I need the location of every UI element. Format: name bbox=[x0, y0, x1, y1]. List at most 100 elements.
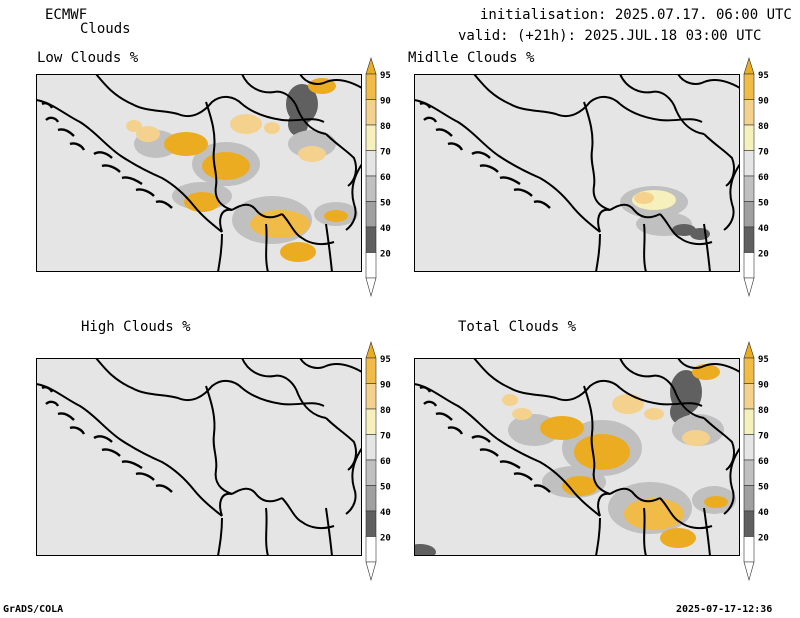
island-outline bbox=[135, 188, 155, 197]
colorbar-label: 60 bbox=[758, 173, 769, 183]
colorbar-label: 60 bbox=[380, 457, 391, 467]
border-line bbox=[643, 507, 647, 556]
island-outline bbox=[41, 386, 54, 393]
colorbar-segment bbox=[365, 510, 377, 537]
island-outline bbox=[471, 151, 491, 159]
colorbar-segment bbox=[743, 99, 755, 126]
border-line bbox=[193, 489, 223, 517]
cloud-region bbox=[324, 210, 348, 222]
colorbar-segment bbox=[743, 510, 755, 537]
island-outline bbox=[69, 142, 86, 151]
island-outline bbox=[121, 176, 143, 186]
border-line bbox=[595, 233, 601, 272]
colorbar-label: 50 bbox=[380, 199, 391, 209]
border-line bbox=[95, 74, 243, 118]
colorbar-arrow-top bbox=[365, 340, 377, 359]
border-line bbox=[597, 208, 611, 233]
colorbar-label: 60 bbox=[758, 457, 769, 467]
colorbar-label: 70 bbox=[758, 432, 769, 442]
border-line bbox=[583, 101, 611, 211]
island-outline bbox=[135, 472, 155, 481]
cloud-region bbox=[562, 476, 598, 496]
border-line bbox=[414, 383, 573, 491]
border-line bbox=[219, 492, 233, 517]
border-line bbox=[583, 385, 611, 495]
island-outline bbox=[513, 472, 533, 481]
cloud-region bbox=[264, 122, 280, 134]
map-background bbox=[414, 74, 740, 272]
colorbar-segment bbox=[365, 536, 377, 563]
colorbar-label: 20 bbox=[758, 250, 769, 260]
colorbar-segment bbox=[365, 150, 377, 177]
island-outline bbox=[513, 188, 533, 197]
border-line bbox=[703, 507, 711, 556]
panel-title-high: High Clouds % bbox=[81, 319, 191, 335]
colorbar-segment bbox=[365, 357, 377, 384]
border-line bbox=[217, 233, 223, 272]
footer-timestamp: 2025-07-17-12:36 bbox=[676, 604, 773, 615]
colorbar-label: 40 bbox=[758, 224, 769, 234]
cloud-region bbox=[136, 126, 160, 142]
border-line bbox=[619, 74, 705, 135]
colorbar-arrow-top bbox=[743, 340, 755, 359]
colorbar-arrow-bottom bbox=[743, 561, 755, 582]
island-outline bbox=[471, 435, 491, 443]
colorbar-segment bbox=[743, 434, 755, 461]
border-line bbox=[325, 223, 333, 272]
colorbar-segment bbox=[365, 485, 377, 512]
island-outline bbox=[499, 460, 521, 470]
colorbar-label: 70 bbox=[758, 148, 769, 158]
colorbar-segment bbox=[743, 485, 755, 512]
border-line bbox=[217, 517, 223, 556]
cloud-region bbox=[164, 132, 208, 156]
colorbar-label: 50 bbox=[758, 483, 769, 493]
island-outline bbox=[533, 200, 551, 209]
footer-software: GrADS/COLA bbox=[3, 604, 64, 615]
island-outline bbox=[435, 412, 453, 421]
panel-title-total: Total Clouds % bbox=[458, 319, 577, 335]
border-line bbox=[619, 358, 705, 419]
map-frame bbox=[414, 74, 740, 272]
border-line bbox=[619, 387, 703, 407]
border-line bbox=[414, 99, 573, 207]
border-line bbox=[193, 205, 223, 233]
initialisation-time: initialisation: 2025.07.17. 06:00 UTC bbox=[480, 7, 792, 23]
map-background bbox=[36, 358, 362, 556]
border-line bbox=[299, 74, 362, 89]
border-line bbox=[205, 101, 233, 211]
country-borders bbox=[36, 358, 362, 556]
border-line bbox=[609, 487, 661, 503]
border-line bbox=[571, 205, 601, 233]
border-line bbox=[619, 103, 703, 123]
country-borders bbox=[414, 358, 740, 556]
cloud-region bbox=[280, 242, 316, 262]
colorbar-arrow-top bbox=[743, 56, 755, 75]
island-outline bbox=[45, 116, 60, 123]
colorbar-label: 50 bbox=[758, 199, 769, 209]
cloud-region bbox=[414, 544, 436, 556]
cloud-region bbox=[660, 528, 696, 548]
border-line bbox=[345, 163, 362, 231]
cloud-region bbox=[540, 416, 584, 440]
map-frame bbox=[36, 74, 362, 272]
cloud-region bbox=[624, 498, 684, 530]
border-line bbox=[231, 487, 283, 503]
map-low-clouds bbox=[36, 74, 362, 272]
island-outline bbox=[41, 102, 54, 109]
border-line bbox=[205, 385, 233, 495]
colorbar-arrow-top bbox=[365, 56, 377, 75]
colorbar-total: 95 90 80 70 60 50 40 20 bbox=[742, 340, 782, 582]
colorbar-segment bbox=[365, 124, 377, 151]
border-line bbox=[595, 517, 601, 556]
cloud-region bbox=[574, 434, 630, 470]
border-line bbox=[659, 213, 713, 246]
product-name: Clouds bbox=[80, 21, 131, 37]
colorbar-segment bbox=[743, 536, 755, 563]
colorbar-label: 60 bbox=[380, 173, 391, 183]
map-frame bbox=[414, 358, 740, 556]
colorbar-segment bbox=[365, 459, 377, 486]
colorbar-segment bbox=[743, 459, 755, 486]
border-line bbox=[609, 203, 661, 219]
colorbar-low: 95 90 80 70 60 50 40 20 bbox=[364, 56, 404, 298]
colorbar-label: 70 bbox=[380, 432, 391, 442]
